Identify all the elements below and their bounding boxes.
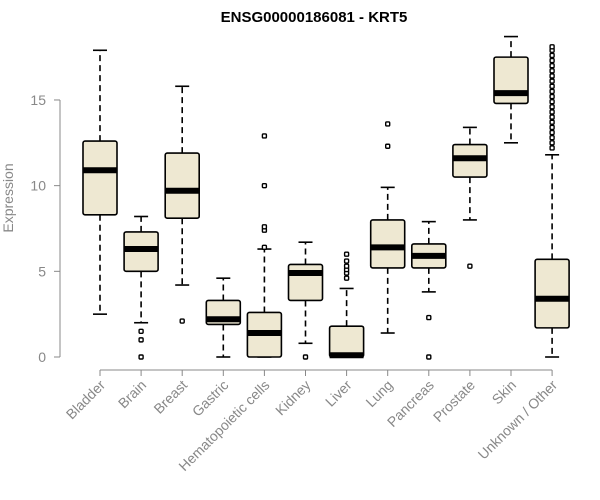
x-tick-label: Breast	[150, 377, 190, 417]
iqr-box	[164, 152, 200, 220]
outlier-point	[179, 318, 185, 324]
y-tick-label: 10	[30, 178, 46, 194]
outlier-point	[138, 337, 144, 343]
chart-title: ENSG00000186081 - KRT5	[221, 9, 408, 26]
box-kidney	[287, 241, 324, 360]
box-breast	[164, 85, 200, 324]
outlier-point	[467, 263, 473, 269]
outlier-point	[549, 140, 555, 146]
y-tick-label: 5	[38, 263, 46, 279]
iqr-box	[287, 263, 324, 302]
box-bladder	[82, 49, 118, 315]
outlier-point	[549, 114, 555, 120]
outlier-point	[549, 78, 555, 84]
iqr-box	[369, 219, 406, 269]
x-tick-label: Kidney	[272, 377, 314, 419]
outlier-point	[549, 93, 555, 100]
x-tick-label: Liver	[322, 377, 355, 410]
outlier-point	[302, 354, 309, 360]
outlier-point	[549, 98, 555, 105]
box-skin	[493, 35, 529, 144]
outlier-point	[549, 57, 555, 64]
x-tick-label: Bladder	[63, 377, 109, 423]
outlier-point	[343, 258, 350, 264]
outlier-point	[343, 263, 350, 269]
outlier-point	[549, 44, 555, 50]
box-pancreas	[410, 220, 447, 360]
x-tick-label: Prostate	[430, 377, 478, 425]
box-unknown-other	[534, 44, 570, 358]
x-tick-label: Skin	[489, 377, 520, 408]
box-prostate	[452, 126, 488, 269]
outlier-point	[549, 134, 555, 141]
outlier-point	[549, 109, 555, 115]
y-tick-label: 0	[38, 349, 46, 365]
box-liver	[328, 251, 365, 359]
boxes-group	[82, 35, 570, 360]
outlier-point	[549, 129, 555, 136]
outlier-point	[549, 73, 555, 79]
box-hematopoietic-cells	[246, 133, 283, 358]
x-tick-label: Brain	[115, 377, 149, 411]
outlier-point	[549, 145, 555, 151]
x-tick-label: Lung	[362, 377, 395, 410]
outlier-point	[426, 354, 432, 360]
y-axis: 0 5 10 15	[30, 92, 61, 365]
outlier-point	[549, 63, 555, 69]
box-brain	[123, 215, 159, 360]
outlier-point	[549, 83, 555, 89]
outlier-point	[261, 182, 268, 189]
outlier-point	[261, 133, 268, 139]
outlier-point	[385, 121, 391, 127]
outlier-point	[549, 124, 555, 131]
box-gastric	[205, 277, 242, 358]
iqr-box	[82, 140, 118, 216]
y-axis-label: Expression	[0, 163, 16, 232]
outlier-point	[261, 244, 268, 251]
outlier-point	[549, 119, 555, 125]
box-lung	[369, 121, 406, 334]
iqr-box	[493, 56, 529, 105]
outlier-point	[549, 104, 555, 110]
outlier-point	[261, 224, 268, 230]
outlier-point	[343, 275, 350, 281]
outlier-point	[138, 354, 144, 360]
outlier-point	[385, 143, 391, 149]
outlier-point	[549, 88, 555, 95]
outlier-point	[138, 328, 144, 334]
iqr-box	[534, 258, 570, 329]
outlier-point	[549, 68, 555, 74]
outlier-point	[426, 314, 432, 321]
outlier-point	[549, 52, 555, 59]
y-tick-label: 15	[30, 92, 46, 108]
outlier-point	[343, 251, 350, 257]
